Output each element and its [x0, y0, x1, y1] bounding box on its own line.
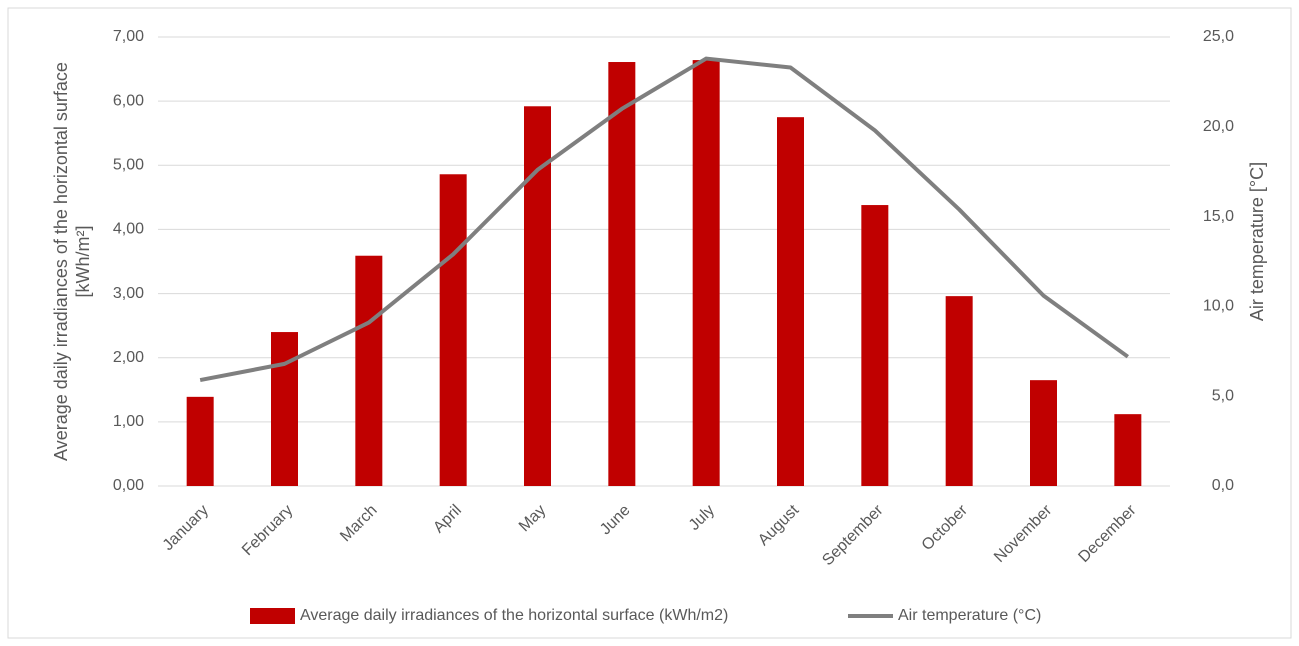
x-tick-label: September: [819, 501, 887, 569]
legend-swatch: [250, 608, 295, 624]
y2-tick-label: 10,0: [1203, 298, 1234, 315]
x-tick-label: October: [919, 501, 972, 554]
x-tick-label: January: [160, 502, 212, 554]
y-tick-label: 5,00: [113, 157, 144, 174]
x-tick-label: February: [239, 502, 296, 559]
y2-tick-label: 15,0: [1203, 208, 1234, 225]
y-tick-label: 6,00: [113, 92, 144, 109]
x-tick-label: November: [991, 501, 1056, 566]
chart-frame: [7, 7, 1292, 639]
x-tick-label: June: [597, 502, 634, 539]
y-tick-label: 4,00: [113, 221, 144, 238]
y-tick-label: 1,00: [113, 413, 144, 430]
bar: [861, 205, 889, 486]
y-tick-label: 7,00: [113, 28, 144, 45]
x-tick-label: April: [430, 502, 465, 537]
x-tick-label: May: [516, 502, 549, 535]
legend-label: Average daily irradiances of the horizon…: [300, 607, 728, 624]
bar: [439, 174, 467, 486]
bar: [608, 62, 636, 486]
y-tick-label: 3,00: [113, 285, 144, 302]
bar: [777, 117, 804, 486]
bar: [692, 60, 720, 486]
y2-tick-label: 5,0: [1212, 387, 1234, 404]
bar: [186, 396, 214, 486]
y-tick-label: 2,00: [113, 349, 144, 366]
x-tick-label: December: [1075, 501, 1140, 566]
legend-label: Air temperature (°C): [898, 607, 1041, 624]
bar: [271, 332, 298, 486]
y2-tick-label: 0,0: [1212, 477, 1234, 494]
y-axis-title: Average daily irradiances of the horizon…: [51, 62, 71, 461]
bar: [945, 296, 973, 486]
y2-axis-title: Air temperature [°C]: [1247, 162, 1267, 321]
bar: [1114, 414, 1142, 486]
y-tick-label: 0,00: [113, 477, 144, 494]
bar: [355, 255, 383, 486]
x-tick-label: July: [686, 502, 718, 534]
y-axis-title: [kWh/m²]: [73, 226, 93, 298]
y2-tick-label: 25,0: [1203, 28, 1234, 45]
x-tick-label: August: [755, 501, 803, 549]
y2-tick-label: 20,0: [1203, 118, 1234, 135]
line: [199, 56, 1130, 383]
bar: [1030, 380, 1057, 486]
x-tick-label: March: [337, 502, 380, 545]
